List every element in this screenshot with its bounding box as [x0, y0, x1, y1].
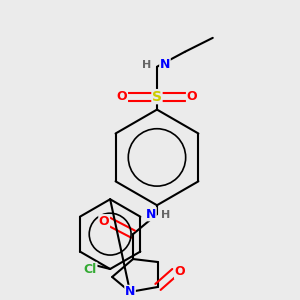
- Text: O: O: [99, 215, 110, 228]
- Text: H: H: [161, 210, 171, 220]
- Text: O: O: [117, 90, 128, 103]
- Text: O: O: [187, 90, 197, 103]
- Text: N: N: [125, 285, 135, 298]
- Text: N: N: [160, 58, 170, 71]
- Text: N: N: [146, 208, 156, 221]
- Text: S: S: [152, 90, 162, 104]
- Text: O: O: [175, 266, 185, 278]
- Text: Cl: Cl: [84, 262, 97, 275]
- Text: H: H: [142, 60, 152, 70]
